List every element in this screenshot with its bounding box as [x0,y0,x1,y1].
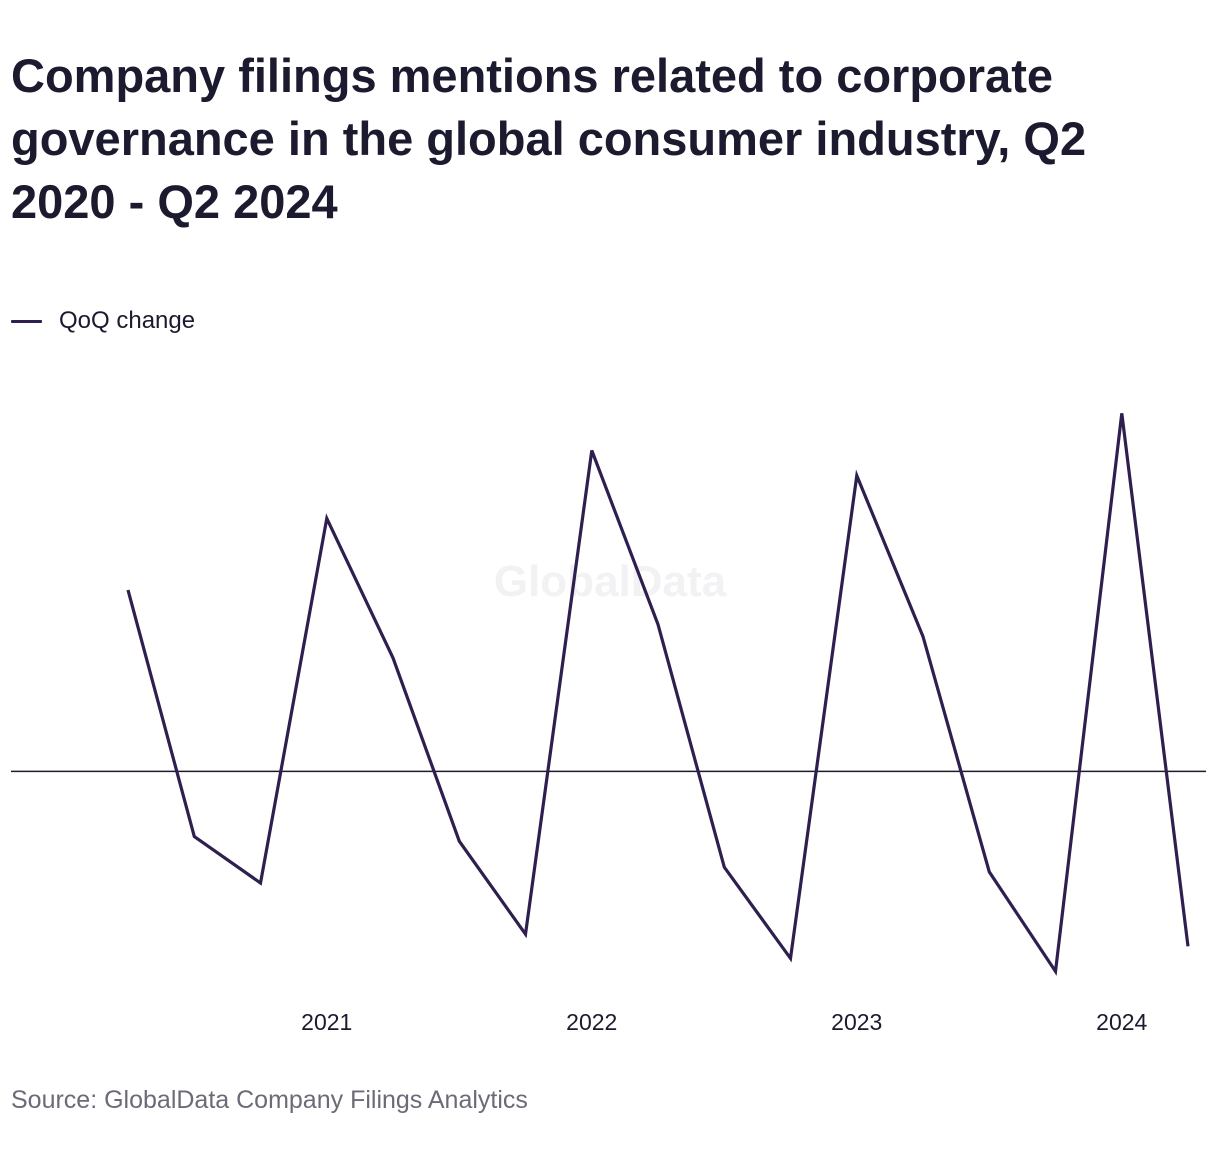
data-point[interactable] [520,928,532,940]
x-tick-label: 2023 [831,1009,882,1035]
data-point[interactable] [718,861,730,873]
data-point[interactable] [652,618,664,630]
data-point[interactable] [586,444,598,456]
data-point[interactable] [1116,407,1128,419]
data-point[interactable] [851,470,863,482]
data-point[interactable] [1050,965,1062,977]
data-point[interactable] [122,584,134,596]
x-axis-ticks: 2021 2022 2023 2024 [301,1009,1147,1035]
data-point[interactable] [387,652,399,664]
x-tick-label: 2021 [301,1009,352,1035]
legend: QoQ change [11,306,195,336]
source-note: Source: GlobalData Company Filings Analy… [11,1086,528,1114]
data-point[interactable] [255,877,267,889]
data-point[interactable] [321,512,333,524]
x-tick-label: 2024 [1096,1009,1147,1035]
data-point[interactable] [453,835,465,847]
legend-label: QoQ change [59,307,196,334]
data-point[interactable] [1182,940,1194,952]
data-point[interactable] [188,831,200,843]
watermark: GlobalData [494,557,727,606]
x-tick-label: 2022 [566,1009,617,1035]
data-point[interactable] [917,631,929,643]
series-layer [122,407,1194,977]
data-point[interactable] [785,952,797,964]
series-line-0 [126,413,1190,976]
chart-title: Company filings mentions related to corp… [11,49,1087,228]
legend-swatch [11,319,42,323]
data-point[interactable] [983,866,995,878]
